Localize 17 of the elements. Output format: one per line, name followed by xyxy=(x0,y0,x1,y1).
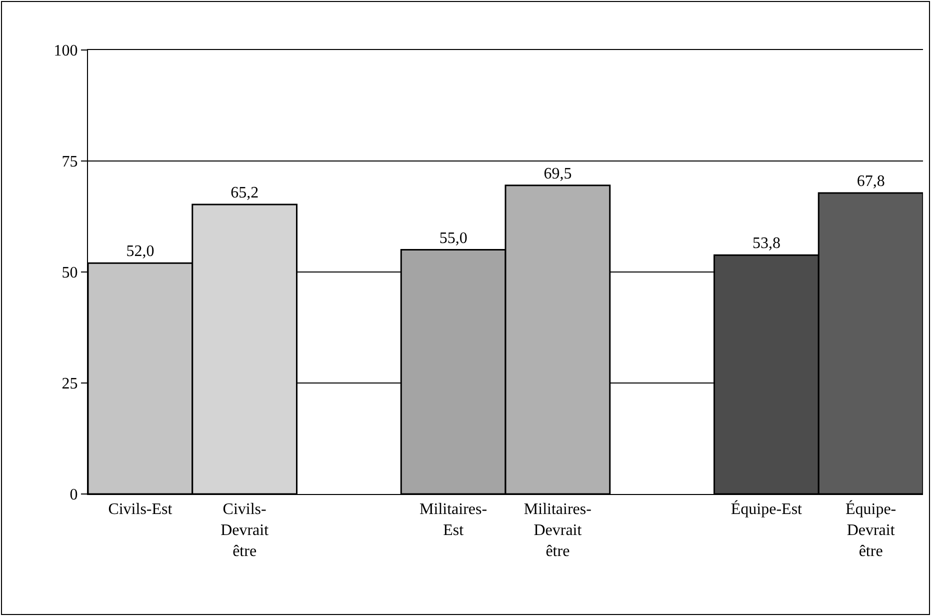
data-label: 52,0 xyxy=(126,243,154,260)
x-tick-label: Équipe-Est xyxy=(730,500,803,518)
x-tick-label: Militaires-Est xyxy=(420,501,488,539)
y-tick-label: 0 xyxy=(70,486,78,504)
y-tick-label: 100 xyxy=(54,42,78,60)
y-tick-label: 50 xyxy=(62,264,78,282)
x-tick-label: Équipe-Devrait être xyxy=(845,500,896,560)
y-tick-label: 25 xyxy=(62,376,78,393)
x-tick-label: Civils-Est xyxy=(108,501,173,518)
data-label: 69,5 xyxy=(544,165,572,182)
data-label: 53,8 xyxy=(752,235,780,252)
data-label: 65,2 xyxy=(230,184,259,202)
y-tick-label: 75 xyxy=(62,154,78,171)
x-tick-label: Militaires-Devrait être xyxy=(524,501,592,560)
data-label: 55,0 xyxy=(439,230,468,247)
x-tick-label: Civils-Devrait être xyxy=(220,501,270,560)
data-label: 67,8 xyxy=(856,172,885,190)
